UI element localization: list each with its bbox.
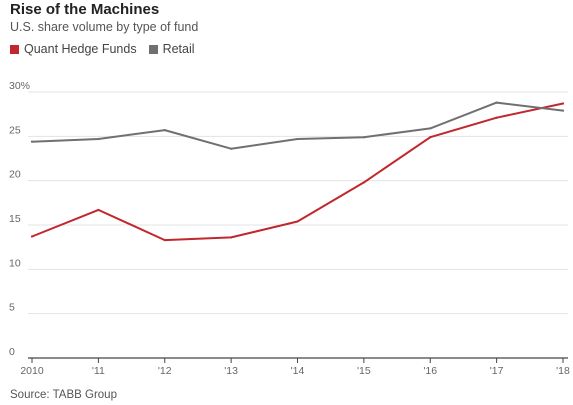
data-point-retail xyxy=(30,140,34,143)
series-line-quant-hedge-funds xyxy=(31,102,564,242)
data-point-quant xyxy=(163,238,166,242)
x-tick-label: '12 xyxy=(158,365,172,377)
data-point-retail xyxy=(163,129,166,132)
data-point-quant xyxy=(30,235,34,238)
data-point-quant xyxy=(296,220,299,223)
legend-label-retail: Retail xyxy=(162,42,195,56)
legend-swatch-retail xyxy=(148,44,158,54)
legend-item-retail: Retail xyxy=(148,42,195,56)
chart-title: Rise of the Machines xyxy=(10,1,160,18)
data-point-retail xyxy=(230,147,233,150)
data-point-quant xyxy=(362,181,365,184)
x-tick-label: '15 xyxy=(357,365,371,377)
x-tick-label: '18 xyxy=(556,365,570,377)
series-line-retail xyxy=(31,101,564,150)
data-point-retail xyxy=(561,109,565,112)
x-tick-label: '14 xyxy=(291,365,305,377)
data-point-quant xyxy=(97,208,100,212)
y-tick-label: 25 xyxy=(9,124,21,136)
data-point-quant xyxy=(230,236,233,239)
x-tick-label: '17 xyxy=(490,365,504,377)
legend-swatch-quant xyxy=(10,44,19,54)
legend-item-quant: Quant Hedge Funds xyxy=(10,42,137,56)
y-tick-label: 10 xyxy=(9,257,21,269)
data-point-quant xyxy=(561,102,565,105)
y-tick-label: 5 xyxy=(9,302,15,314)
chart-legend: Quant Hedge Funds Retail xyxy=(10,42,207,56)
x-tick-label: 2010 xyxy=(20,365,44,377)
y-tick-label: 0 xyxy=(9,346,15,358)
data-point-retail xyxy=(362,136,365,139)
data-point-retail xyxy=(429,127,432,130)
data-point-quant xyxy=(495,116,498,119)
x-tick-label: '11 xyxy=(92,365,105,377)
y-tick-label: 30% xyxy=(9,80,30,92)
data-point-retail xyxy=(296,137,299,141)
data-point-retail xyxy=(97,137,100,141)
y-tick-label: 15 xyxy=(9,213,21,225)
chart-source: Source: TABB Group xyxy=(10,389,117,401)
data-point-quant xyxy=(429,136,432,139)
data-point-retail xyxy=(495,101,498,104)
y-tick-label: 20 xyxy=(9,169,21,181)
chart-subtitle: U.S. share volume by type of fund xyxy=(10,20,199,34)
legend-label-quant: Quant Hedge Funds xyxy=(24,42,137,56)
x-tick-label: '13 xyxy=(224,365,238,377)
x-tick-label: '16 xyxy=(423,365,437,377)
